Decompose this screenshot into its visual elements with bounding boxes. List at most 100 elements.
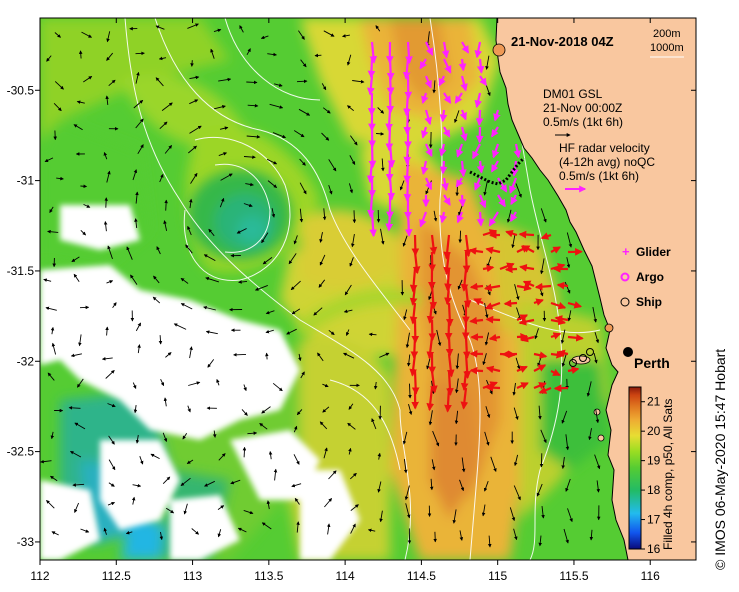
velocity-arrow <box>300 59 307 68</box>
velocity-arrow <box>260 35 269 40</box>
hf-radar-arrow <box>444 285 452 306</box>
velocity-arrow <box>265 329 274 334</box>
velocity-arrow <box>162 476 171 485</box>
argo-legend-label: Argo <box>636 270 664 284</box>
velocity-arrow <box>217 505 225 510</box>
velocity-arrow <box>108 459 116 471</box>
velocity-arrow <box>404 485 410 501</box>
velocity-arrow <box>69 451 82 458</box>
velocity-arrow <box>513 485 521 501</box>
velocity-arrow <box>49 206 54 214</box>
velocity-arrow <box>596 480 601 493</box>
velocity-arrow <box>219 126 229 130</box>
hf-radar-arrow <box>478 194 487 209</box>
hf-radar-arrow <box>425 143 433 158</box>
velocity-arrow <box>322 208 327 221</box>
hf-radar-arrow <box>521 245 535 253</box>
velocity-arrow <box>173 323 187 330</box>
velocity-arrow <box>271 208 276 218</box>
y-tick-label: -31 <box>17 174 35 188</box>
velocity-arrow <box>80 229 87 236</box>
velocity-arrow <box>207 359 215 368</box>
velocity-arrow <box>80 528 90 533</box>
velocity-arrow <box>105 95 109 105</box>
velocity-arrow <box>186 459 194 464</box>
hf-radar-arrow <box>445 336 454 357</box>
velocity-arrow <box>566 257 571 269</box>
velocity-arrow <box>45 306 57 311</box>
velocity-arrow <box>408 383 412 399</box>
velocity-arrow <box>132 483 142 488</box>
velocity-arrow <box>540 429 547 444</box>
velocity-arrow <box>164 199 168 211</box>
velocity-arrow <box>133 100 144 109</box>
hf-radar-arrow <box>428 319 437 341</box>
velocity-arrow <box>71 256 80 262</box>
hf-radar-arrow <box>439 211 448 224</box>
velocity-arrow <box>50 475 58 482</box>
hf-radar-arrow <box>567 366 580 374</box>
velocity-arrow <box>54 32 61 38</box>
velocity-arrow <box>269 103 284 109</box>
velocity-arrow <box>509 507 516 522</box>
hf-radar-arrow <box>518 230 535 239</box>
timestamp-title: 21-Nov-2018 04Z <box>511 34 614 49</box>
hf-radar-arrow <box>485 315 501 324</box>
velocity-arrow <box>294 497 300 505</box>
velocity-arrow <box>348 447 352 455</box>
hf-radar-arrow <box>469 316 484 325</box>
hf-radar-arrow <box>443 58 452 74</box>
velocity-arrow <box>218 152 228 157</box>
velocity-arrow <box>367 528 376 533</box>
velocity-arrow <box>81 31 93 38</box>
velocity-arrow <box>586 381 592 397</box>
velocity-arrow <box>513 454 519 467</box>
y-tick-label: -31.5 <box>7 264 35 278</box>
velocity-arrow <box>74 502 80 513</box>
hf-radar-arrow <box>369 211 378 238</box>
velocity-arrow <box>379 352 390 358</box>
hf-radar-arrow <box>476 160 485 174</box>
hf-radar-arrow <box>458 58 467 72</box>
velocity-arrow <box>213 28 222 33</box>
hf-radar-arrow <box>490 126 499 138</box>
velocity-arrow <box>342 34 350 38</box>
velocity-arrow <box>343 309 353 313</box>
ship-legend-label: Ship <box>636 295 662 309</box>
velocity-arrow <box>108 435 115 445</box>
velocity-arrow <box>105 326 109 336</box>
velocity-arrow <box>459 479 465 492</box>
velocity-arrow <box>243 203 253 208</box>
velocity-arrow <box>266 158 278 165</box>
hf-radar-arrow <box>366 75 375 96</box>
hf-radar-arrow <box>412 251 421 275</box>
velocity-arrow <box>296 409 303 416</box>
hf-radar-arrow <box>443 194 451 206</box>
velocity-arrow <box>72 483 85 487</box>
velocity-arrow <box>101 357 113 361</box>
velocity-arrow <box>40 459 52 464</box>
mooring-legend-line3: 0.5m/s (1kt 6h) <box>543 115 623 129</box>
velocity-arrow <box>237 527 247 533</box>
velocity-arrow <box>126 246 133 260</box>
hf-radar-arrow <box>505 229 518 238</box>
velocity-arrow <box>78 50 83 59</box>
velocity-arrow <box>272 132 287 139</box>
hf-radar-arrow <box>429 234 438 255</box>
velocity-arrow <box>203 305 216 311</box>
velocity-arrow <box>563 528 569 544</box>
velocity-arrow <box>212 430 217 438</box>
velocity-arrow <box>187 23 199 29</box>
velocity-arrow <box>484 431 490 446</box>
velocity-arrow <box>189 198 193 209</box>
hf-legend-line2: (4-12h avg) noQC <box>559 155 655 169</box>
hf-radar-arrow <box>441 41 450 59</box>
velocity-arrow <box>459 530 464 541</box>
hf-radar-arrow <box>367 194 375 218</box>
hf-radar-arrow <box>554 315 569 323</box>
velocity-arrow <box>137 144 144 155</box>
velocity-arrow <box>247 103 259 108</box>
velocity-arrow <box>321 83 327 91</box>
hf-radar-arrow <box>533 382 547 390</box>
velocity-arrow <box>70 353 82 358</box>
